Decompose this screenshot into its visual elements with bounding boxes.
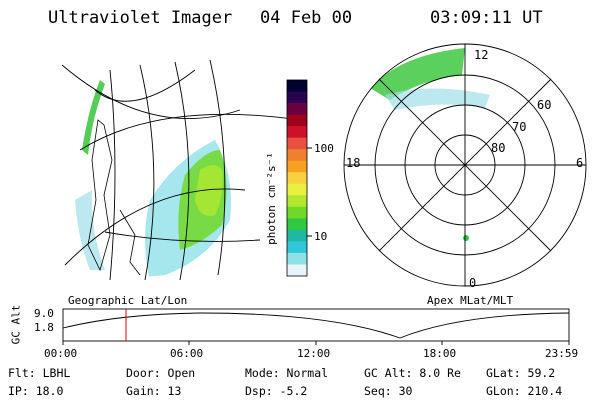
colorbar-tick-100: 100: [314, 142, 334, 155]
polar-grid: [343, 43, 587, 287]
altitude-xtick-1800: 18:00: [423, 347, 457, 360]
colorbar-cell: [287, 91, 307, 104]
altitude-ytick-low: 1.8: [34, 321, 54, 334]
colorbar-cell: [287, 241, 307, 254]
colorbar-cell: [287, 80, 307, 93]
image-time: 03:09:11 UT: [430, 8, 543, 28]
mlat-label-70: 70: [512, 120, 527, 134]
info-door: Door: Open: [126, 366, 196, 380]
colorbar-cell: [287, 252, 307, 265]
colorbar-cell: [287, 114, 307, 127]
colorbar-cell: [287, 206, 307, 219]
geo-grid: [61, 59, 301, 281]
info-dsp: Dsp: -5.2: [245, 384, 308, 398]
instrument-title: Ultraviolet Imager: [48, 8, 233, 28]
altitude-xtick-0000: 00:00: [44, 347, 78, 360]
mlt-label-18: 18: [346, 156, 361, 170]
info-gain: Gain: 13: [126, 384, 182, 398]
mlat-label-60: 60: [537, 98, 552, 112]
info-glat: GLat: 59.2: [486, 366, 556, 380]
altitude-xtick-0600: 06:00: [170, 347, 204, 360]
colorbar-cell: [287, 103, 307, 116]
altitude-xtick-1200: 12:00: [297, 347, 331, 360]
mlt-label-12: 12: [474, 48, 489, 62]
info-ip: IP: 18.0: [8, 384, 64, 398]
emission-regions: [75, 80, 231, 280]
mlat-label-80: 80: [491, 141, 506, 155]
mlt-label-0: 0: [469, 276, 477, 290]
info-glon: GLon: 210.4: [486, 384, 563, 398]
altitude-xtick-2359: 23:59: [545, 347, 579, 360]
polar-caption: Apex MLat/MLT: [427, 294, 514, 307]
info-seq: Seq: 30: [364, 384, 413, 398]
colorbar-cell: [287, 195, 307, 208]
info-gc-alt: GC Alt: 8.0 Re: [364, 366, 461, 380]
colorbar-cell: [287, 229, 307, 242]
mlt-label-6: 6: [576, 156, 584, 170]
colorbar-cell: [287, 264, 307, 277]
colorbar-cell: [287, 183, 307, 196]
altitude-ylabel: GC Alt: [9, 304, 23, 345]
geographic-caption: Geographic Lat/Lon: [68, 294, 188, 307]
colorbar-cell: [287, 149, 307, 162]
info-mode: Mode: Normal: [245, 366, 329, 380]
colorbar-tick-10: 10: [314, 230, 328, 243]
colorbar-cell: [287, 218, 307, 231]
colorbar-cell: [287, 160, 307, 173]
colorbar-cell: [287, 172, 307, 185]
colorbar-cell: [287, 126, 307, 139]
altitude-ytick-high: 9.0: [34, 307, 54, 320]
info-flt: Flt: LBHL: [8, 366, 71, 380]
image-date: 04 Feb 00: [260, 8, 353, 28]
colorbar-cell: [287, 137, 307, 150]
